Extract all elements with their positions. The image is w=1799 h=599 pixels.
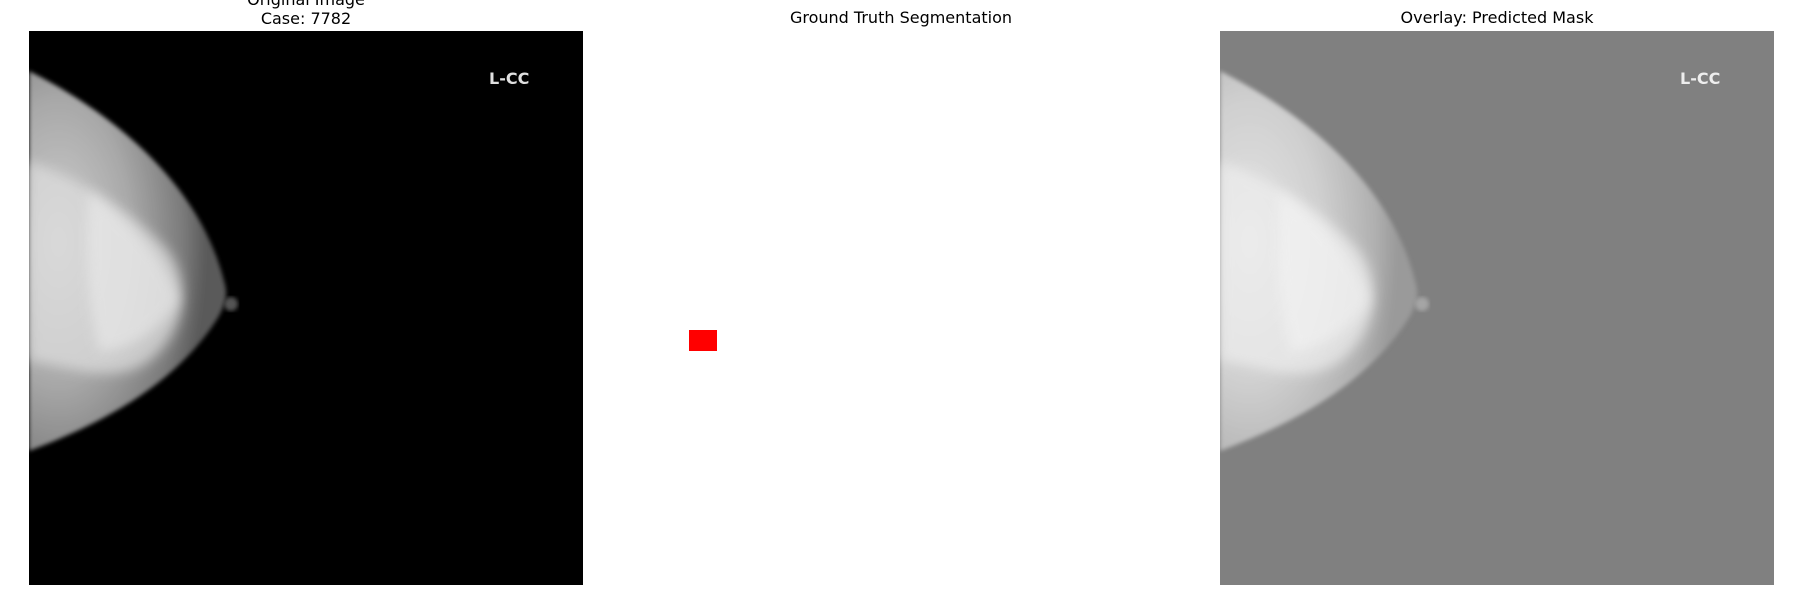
overlay-title: Overlay: Predicted Mask	[1400, 8, 1594, 27]
ground-truth-panel	[624, 31, 1178, 585]
ground-truth-mask	[689, 330, 717, 351]
mammogram-image: L-CC	[29, 31, 583, 585]
original-image-title: Original Image Case: 7782	[29, 0, 583, 28]
overlay-view-label: L-CC	[1680, 69, 1720, 88]
ground-truth-title: Ground Truth Segmentation	[789, 8, 1013, 27]
case-id-label: Case: 7782	[260, 9, 352, 28]
overlay-panel: L-CC	[1220, 31, 1774, 585]
view-label: L-CC	[489, 69, 529, 88]
original-image-title-line1: Original Image	[247, 0, 365, 9]
overlay-image: L-CC	[1220, 31, 1774, 585]
original-mammogram-panel: L-CC	[29, 31, 583, 585]
